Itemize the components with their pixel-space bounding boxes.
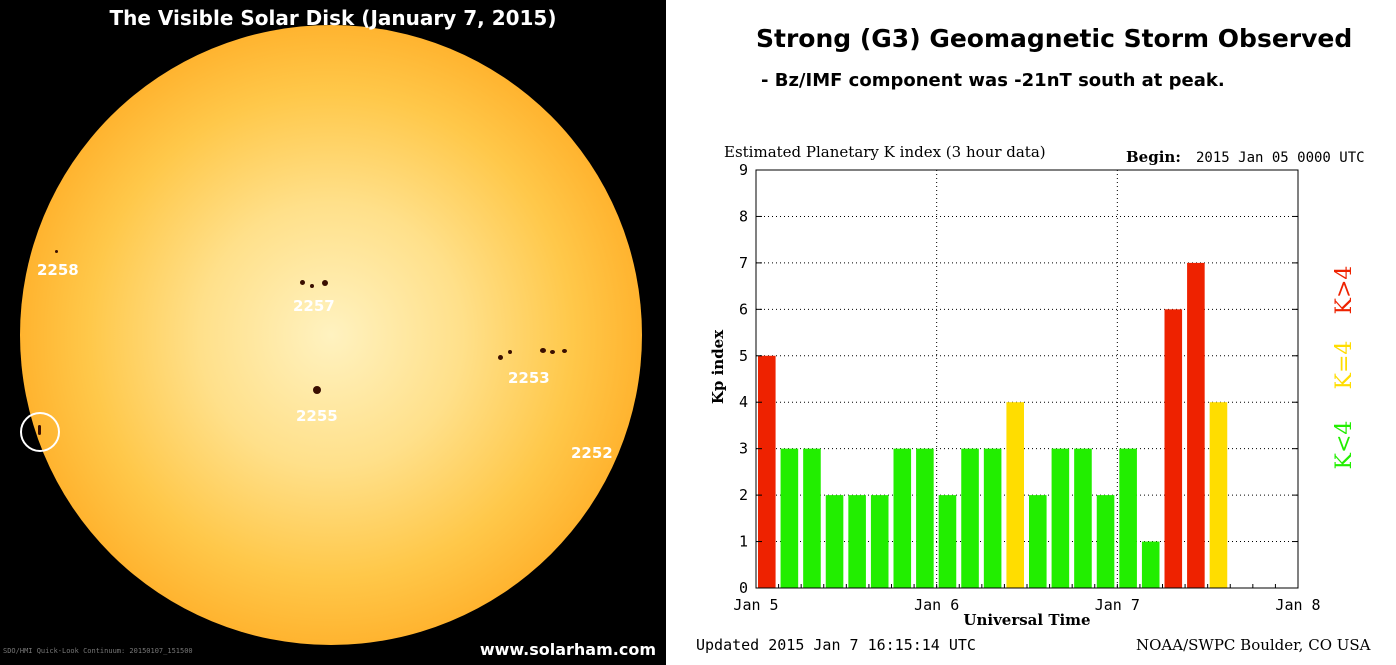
legend: K<4 K=4 K>4 — [1332, 266, 1357, 470]
storm-subline: - Bz/IMF component was -21nT south at pe… — [761, 70, 1225, 91]
sunspot — [562, 349, 567, 353]
sun-title: The Visible Solar Disk (January 7, 2015) — [109, 6, 557, 30]
updated-timestamp: Updated 2015 Jan 7 16:15:14 UTC — [696, 636, 976, 654]
kp-bar — [803, 448, 821, 588]
kp-bar — [1187, 262, 1205, 588]
legend-item: K<4 — [1332, 421, 1357, 470]
sunspot — [498, 355, 503, 360]
sunspot — [322, 280, 328, 286]
x-tick-label: Jan 8 — [1275, 596, 1320, 614]
storm-headline: Strong (G3) Geomagnetic Storm Observed — [756, 24, 1353, 53]
region-label-2258: 2258 — [37, 261, 79, 279]
kp-bar — [961, 448, 979, 588]
sunspot — [55, 250, 58, 253]
kp-bar — [938, 495, 957, 588]
y-axis-label: Kp index — [709, 329, 727, 404]
kp-bar — [1096, 495, 1115, 588]
limb-circle-marker — [20, 412, 60, 452]
grid-layer — [756, 170, 1298, 588]
chart-title: Estimated Planetary K index (3 hour data… — [724, 143, 1046, 161]
kp-bar — [870, 495, 889, 588]
kp-index-panel: Strong (G3) Geomagnetic Storm Observed -… — [666, 0, 1396, 665]
kp-bar — [1029, 495, 1047, 588]
sunspot — [508, 350, 512, 354]
x-axis-label: Universal Time — [963, 611, 1090, 629]
instrument-caption: SDO/HMI Quick-Look Continuum: 20150107_1… — [3, 647, 193, 655]
kp-bar — [1006, 402, 1024, 588]
y-tick-label: 8 — [739, 207, 748, 225]
sunspot — [550, 350, 555, 354]
region-label-2253: 2253 — [508, 369, 550, 387]
y-tick-label: 1 — [739, 533, 748, 551]
y-tick-label: 6 — [739, 300, 748, 318]
kp-bar — [848, 495, 866, 588]
x-tick-label: Jan 6 — [914, 596, 959, 614]
region-label-2257: 2257 — [293, 297, 335, 315]
kp-chart: Estimated Planetary K index (3 hour data… — [696, 143, 1371, 654]
region-label-2252: 2252 — [571, 444, 613, 462]
legend-item: K=4 — [1332, 341, 1357, 390]
kp-bar — [1074, 448, 1092, 588]
y-tick-label: 9 — [739, 161, 748, 179]
kp-bar — [780, 448, 799, 588]
kp-bar — [1209, 402, 1228, 588]
kp-bar — [893, 448, 912, 588]
sunspot — [313, 386, 321, 394]
kp-bar — [983, 448, 1002, 588]
begin-label: Begin: — [1126, 148, 1181, 166]
legend-item: K>4 — [1332, 266, 1357, 315]
kp-bar — [916, 448, 934, 588]
agency-credit: NOAA/SWPC Boulder, CO USA — [1136, 636, 1371, 654]
kp-bar — [1051, 448, 1070, 588]
y-tick-label: 2 — [739, 486, 748, 504]
sun-disk-image — [20, 25, 642, 645]
bar-layer — [758, 262, 1228, 588]
region-label-2255: 2255 — [296, 407, 338, 425]
x-tick-label: Jan 5 — [733, 596, 778, 614]
y-tick-labels: 0 1 2 3 4 5 6 7 8 9 — [739, 161, 1298, 597]
begin-value: 2015 Jan 05 0000 UTC — [1196, 150, 1365, 166]
kp-bar — [1119, 448, 1137, 588]
solar-disk-panel: The Visible Solar Disk (January 7, 2015)… — [0, 0, 666, 665]
kp-bar — [1164, 309, 1183, 588]
y-tick-label: 5 — [739, 347, 748, 365]
y-tick-label: 7 — [739, 254, 748, 272]
kp-bar — [825, 495, 844, 588]
sunspot — [310, 284, 314, 288]
kp-bar — [1141, 541, 1160, 588]
sunspot — [300, 280, 305, 285]
y-tick-label: 4 — [739, 393, 748, 411]
x-tick-labels: Jan 5 Jan 6 Jan 7 Jan 8 — [733, 584, 1321, 614]
y-tick-label: 0 — [739, 579, 748, 597]
kp-bar — [758, 355, 776, 588]
x-tick-label: Jan 7 — [1095, 596, 1140, 614]
website-credit: www.solarham.com — [479, 640, 656, 659]
y-tick-label: 3 — [739, 440, 748, 458]
sunspot — [540, 348, 546, 353]
